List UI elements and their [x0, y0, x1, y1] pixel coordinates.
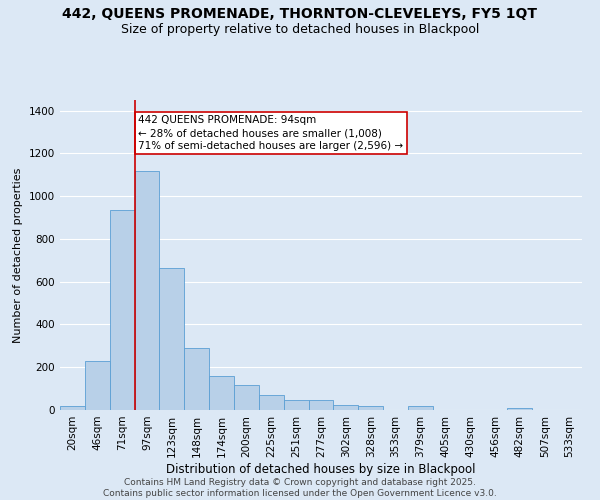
- Bar: [110, 210, 134, 410]
- Bar: [508, 408, 532, 410]
- Bar: [85, 361, 110, 410]
- Bar: [209, 376, 234, 410]
- Bar: [234, 386, 259, 410]
- Bar: [358, 406, 383, 410]
- Text: 442, QUEENS PROMENADE, THORNTON-CLEVELEYS, FY5 1QT: 442, QUEENS PROMENADE, THORNTON-CLEVELEY…: [62, 8, 538, 22]
- Bar: [308, 400, 334, 410]
- Bar: [408, 406, 433, 410]
- Text: Contains HM Land Registry data © Crown copyright and database right 2025.
Contai: Contains HM Land Registry data © Crown c…: [103, 478, 497, 498]
- Bar: [160, 268, 184, 410]
- Bar: [259, 395, 284, 410]
- Y-axis label: Number of detached properties: Number of detached properties: [13, 168, 23, 342]
- X-axis label: Distribution of detached houses by size in Blackpool: Distribution of detached houses by size …: [166, 462, 476, 475]
- Bar: [284, 400, 308, 410]
- Bar: [134, 170, 160, 410]
- Bar: [60, 406, 85, 410]
- Bar: [334, 406, 358, 410]
- Bar: [184, 348, 209, 410]
- Text: 442 QUEENS PROMENADE: 94sqm
← 28% of detached houses are smaller (1,008)
71% of : 442 QUEENS PROMENADE: 94sqm ← 28% of det…: [139, 115, 403, 152]
- Text: Size of property relative to detached houses in Blackpool: Size of property relative to detached ho…: [121, 22, 479, 36]
